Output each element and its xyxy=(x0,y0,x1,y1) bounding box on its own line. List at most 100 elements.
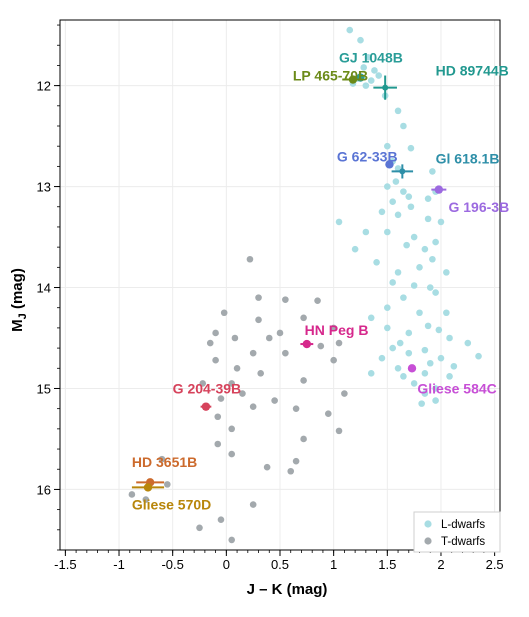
object-label-gj-1048b: GJ 1048B xyxy=(339,49,403,65)
x-axis-label: J – K (mag) xyxy=(247,581,328,598)
l-dwarf-point xyxy=(378,208,386,216)
l-dwarf-point xyxy=(410,282,418,289)
object-gliese-584c xyxy=(407,364,417,373)
t-dwarf-point xyxy=(330,324,337,332)
l-dwarf-point xyxy=(424,322,432,330)
object-label-hn-peg-b: HN Peg B xyxy=(305,322,369,338)
object-g-204-39b xyxy=(200,402,212,411)
l-dwarf-point xyxy=(407,203,415,211)
t-dwarf-point xyxy=(249,501,257,508)
l-dwarf-point xyxy=(384,228,391,236)
object-marker xyxy=(143,483,153,492)
t-dwarf-point xyxy=(282,296,289,303)
object-marker xyxy=(399,168,406,175)
l-dwarf-point xyxy=(426,284,434,291)
l-dwarf-point xyxy=(396,339,404,347)
x-tick-label: 1 xyxy=(330,557,337,572)
l-dwarf-point xyxy=(384,324,391,332)
l-dwarf-point xyxy=(421,245,429,253)
t-dwarf-point xyxy=(239,390,246,397)
l-dwarf-point xyxy=(416,309,423,317)
t-dwarf-point xyxy=(212,356,219,364)
t-dwarf-point xyxy=(214,440,222,448)
x-tick-label: 0 xyxy=(223,557,230,572)
object-marker xyxy=(407,364,417,373)
l-dwarf-point xyxy=(389,344,396,352)
t-dwarf-point xyxy=(255,294,262,301)
l-dwarf-point xyxy=(416,264,423,271)
l-dwarf-point xyxy=(362,82,370,89)
object-hd-89744b xyxy=(373,75,397,100)
t-dwarf-point xyxy=(255,316,262,324)
y-tick-label: 13 xyxy=(37,180,51,195)
object-label-lp-465-70b: LP 465-70B xyxy=(293,68,368,84)
l-dwarf-point xyxy=(389,198,396,206)
x-tick-label: -1 xyxy=(113,557,125,572)
object-marker xyxy=(201,402,211,411)
t-dwarf-point xyxy=(292,457,300,465)
x-tick-label: -1.5 xyxy=(54,557,76,572)
y-axis-ticks: 12 13 14 15 16 xyxy=(37,24,60,551)
l-dwarf-point xyxy=(394,107,402,115)
x-axis-ticks: -1.5 -1 -0.5 0 0.5 1 1.5 2 2.5 xyxy=(54,550,504,572)
t-dwarf-point xyxy=(335,339,343,347)
l-dwarf-point xyxy=(357,36,364,44)
l-dwarf-point xyxy=(362,228,370,236)
object-lp-465-70b xyxy=(342,75,364,84)
l-dwarf-point xyxy=(424,195,432,202)
l-dwarf-point xyxy=(432,385,439,392)
object-marker xyxy=(385,160,394,169)
legend: L-dwarfs T-dwarfs xyxy=(413,511,501,553)
t-dwarf-point xyxy=(335,427,343,435)
l-dwarf-point xyxy=(432,397,439,404)
t-dwarf-point xyxy=(276,329,284,337)
l-dwarf-point xyxy=(346,26,354,34)
t-dwarf-point xyxy=(228,536,236,544)
x-tick-label: -0.5 xyxy=(161,557,183,572)
l-dwarf-point xyxy=(421,370,429,377)
object-label-hd-89744b: HD 89744B xyxy=(436,62,509,78)
object-marker xyxy=(348,75,358,84)
t-dwarf-point xyxy=(206,339,214,347)
l-dwarf-point xyxy=(405,193,413,200)
l-dwarf-point xyxy=(443,269,450,276)
l-dwarf-point xyxy=(392,178,400,185)
t-dwarf-point xyxy=(249,349,257,357)
t-dwarf-point xyxy=(292,405,300,412)
l-dwarf-point xyxy=(475,352,482,360)
l-dwarf-point xyxy=(389,279,396,286)
y-tick-label: 12 xyxy=(37,79,51,94)
object-marker xyxy=(434,185,444,194)
l-dwarf-point xyxy=(410,380,418,387)
l-dwarf-point xyxy=(421,390,429,397)
l-dwarf-point xyxy=(429,255,436,263)
object-label-g-62-33b: G 62-33B xyxy=(337,148,398,164)
l-dwarf-point xyxy=(410,233,418,241)
l-dwarf-point xyxy=(407,144,415,152)
t-dwarf-point xyxy=(228,450,236,458)
l-dwarf-point xyxy=(403,241,410,249)
l-dwarf-point xyxy=(373,258,380,266)
object-g-196-3b xyxy=(431,185,447,194)
grid-lines xyxy=(60,20,500,550)
l-dwarf-point xyxy=(378,354,386,362)
t-dwarf-point xyxy=(330,356,337,364)
object-marker xyxy=(302,339,312,349)
t-dwarf-point xyxy=(324,410,332,418)
l-dwarf-point xyxy=(371,67,378,74)
legend-t-dwarfs-label: T-dwarfs xyxy=(441,536,485,548)
l-dwarf-point xyxy=(335,218,343,226)
l-dwarf-point xyxy=(432,289,439,296)
t-dwarf-point xyxy=(142,496,150,503)
t-dwarf-point xyxy=(228,425,236,433)
t-dwarf-point xyxy=(196,524,203,532)
t-dwarf-point xyxy=(300,377,307,384)
legend-box xyxy=(413,511,501,553)
l-dwarf-point xyxy=(429,168,436,175)
object-marker xyxy=(382,84,389,91)
t-dwarf-point xyxy=(158,455,166,463)
object-label-g-196-3b: G 196-3B xyxy=(448,199,509,215)
t-dwarf-point xyxy=(246,255,254,263)
t-dwarf-point xyxy=(217,516,225,524)
